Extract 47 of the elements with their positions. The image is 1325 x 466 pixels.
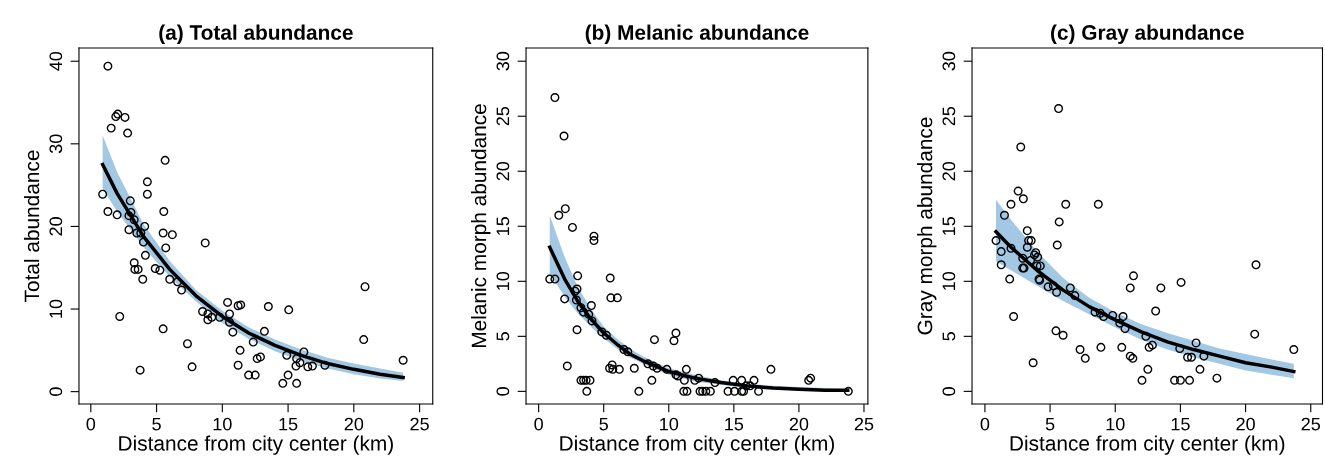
y-tick-label: 15 (942, 217, 956, 235)
y-tick-label: 20 (942, 161, 956, 181)
y-tick-label: 25 (496, 106, 510, 126)
y-tick-label: 10 (49, 299, 63, 318)
x-tick-label: 10 (213, 417, 232, 431)
x-tick-label: 10 (1106, 417, 1125, 431)
x-tick-label: 20 (344, 417, 364, 431)
y-tick-label: 40 (49, 51, 63, 71)
x-tick-label: 25 (410, 417, 429, 431)
y-tick-label: 25 (942, 106, 956, 126)
y-tick-label: 15 (496, 217, 510, 235)
y-axis-title: Melanic morph abundance (471, 104, 491, 348)
x-tick-label: 5 (599, 417, 608, 431)
y-tick-label: 10 (496, 271, 510, 290)
y-tick-label: 5 (942, 332, 956, 341)
x-tick-label: 0 (980, 417, 990, 431)
chart-title: (c) Gray abundance (1051, 24, 1244, 44)
x-tick-label: 25 (854, 417, 874, 431)
x-tick-label: 0 (534, 417, 543, 431)
chart-title: (b) Melanic abundance (585, 24, 809, 44)
x-tick-label: 20 (789, 417, 809, 431)
y-tick-label: 0 (49, 387, 63, 396)
x-tick-label: 0 (86, 417, 96, 431)
line-series (994, 230, 1296, 374)
y-tick-label: 30 (942, 51, 956, 71)
y-tick-label: 20 (496, 161, 510, 181)
x-axis-title: Distance from city center (km) (560, 435, 834, 455)
y-tick-label: 10 (942, 271, 956, 290)
x-tick-label: 15 (279, 417, 298, 431)
x-tick-label: 25 (1301, 417, 1321, 431)
x-tick-label: 5 (152, 417, 161, 431)
x-axis-title: Distance from city center (km) (119, 435, 393, 455)
x-tick-label: 15 (725, 417, 744, 431)
y-tick-label: 30 (49, 134, 63, 154)
y-tick-label: 5 (496, 332, 510, 341)
y-axis-title: Total abundance (23, 150, 40, 302)
y-tick-label: 20 (49, 217, 63, 236)
y-axis-title: Gray morph abundance (917, 117, 937, 335)
y-tick-label: 0 (496, 387, 510, 396)
x-tick-label: 15 (1171, 417, 1190, 431)
y-tick-label: 30 (496, 51, 510, 71)
chart-title: (a) Total abundance (159, 24, 353, 44)
x-axis-title: Distance from city center (km) (1010, 435, 1285, 455)
x-tick-label: 10 (660, 417, 679, 431)
x-tick-label: 20 (1236, 417, 1255, 431)
y-tick-label: 0 (942, 387, 956, 396)
x-tick-label: 5 (1045, 417, 1055, 431)
